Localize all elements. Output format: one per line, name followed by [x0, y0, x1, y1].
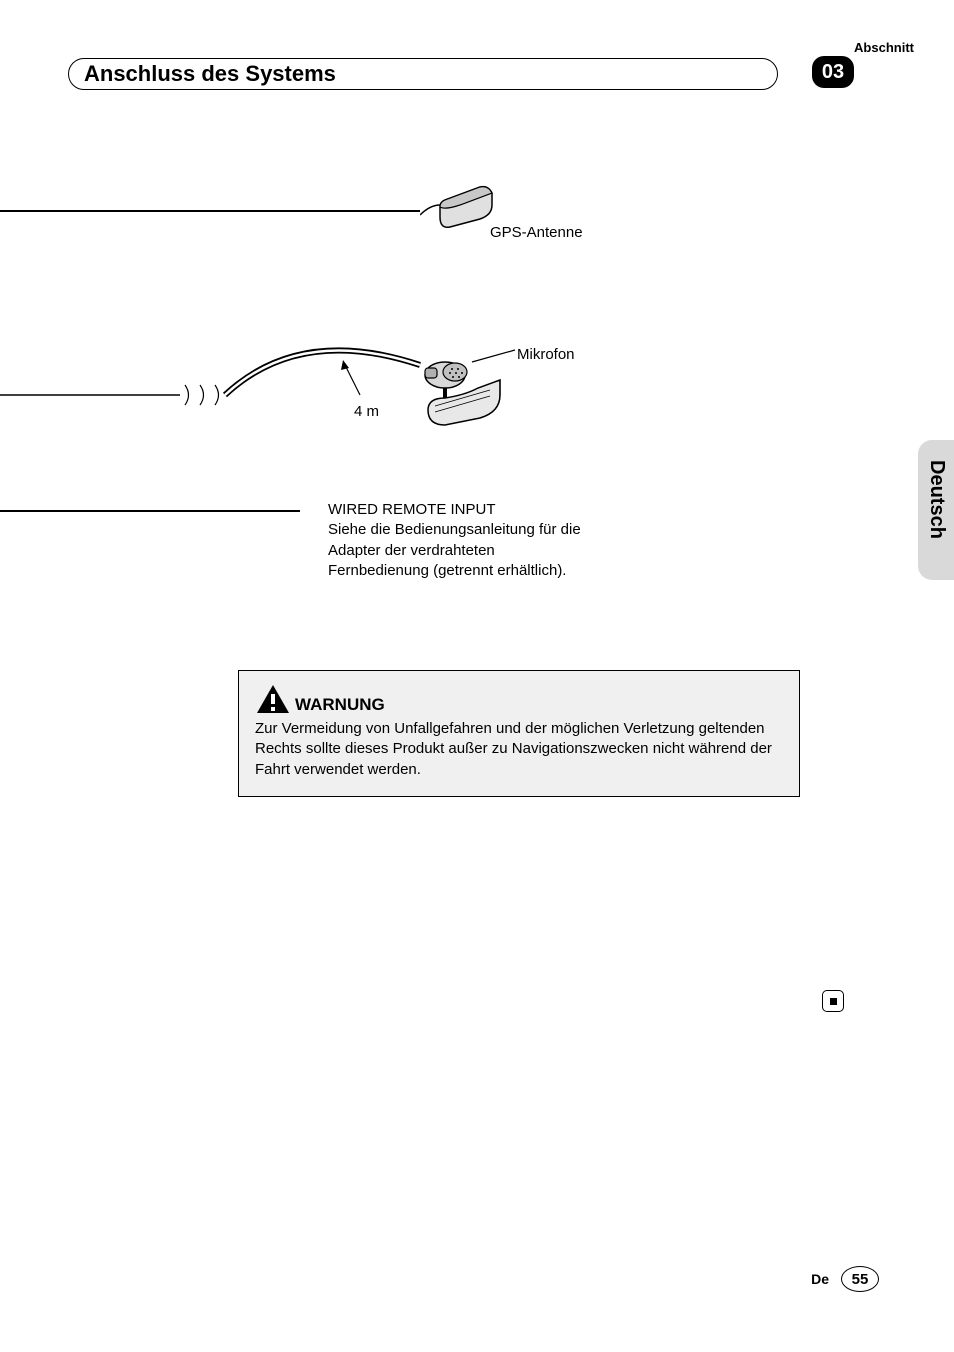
warning-icon — [255, 683, 291, 715]
remote-desc-line3: Fernbedienung (getrennt erhältlich). — [328, 561, 581, 581]
microphone-icon — [0, 340, 540, 440]
warning-title-row: WARNUNG — [255, 683, 783, 715]
gps-antenna-icon — [420, 175, 500, 235]
section-number-badge: 03 — [812, 56, 854, 88]
mic-cable-length: 4 m — [354, 403, 379, 420]
section-label: Abschnitt — [854, 40, 914, 55]
title-bar: Anschluss des Systems — [68, 58, 778, 90]
remote-title: WIRED REMOTE INPUT — [328, 500, 581, 520]
warning-title: WARNUNG — [295, 695, 385, 715]
language-tab: Deutsch — [925, 460, 948, 539]
footer: De 55 — [811, 1266, 879, 1292]
footer-language: De — [811, 1271, 829, 1287]
remote-desc-line2: Adapter der verdrahteten — [328, 541, 581, 561]
remote-text-block: WIRED REMOTE INPUT Siehe die Bedienungsa… — [328, 500, 581, 581]
warning-body: Zur Vermeidung von Unfallgefahren und de… — [255, 719, 783, 780]
stop-icon — [822, 990, 844, 1012]
mic-label: Mikrofon — [517, 346, 575, 363]
gps-wire — [0, 210, 420, 212]
connection-diagram: GPS-Antenne Mikrofon 4 m WIRED REMOTE IN… — [0, 170, 860, 650]
warning-box: WARNUNG Zur Vermeidung von Unfallgefahre… — [238, 670, 800, 797]
page-number: 55 — [841, 1266, 879, 1292]
remote-wire — [0, 510, 300, 512]
gps-label: GPS-Antenne — [490, 224, 583, 241]
page-title: Anschluss des Systems — [84, 61, 336, 87]
remote-desc-line1: Siehe die Bedienungsanleitung für die — [328, 520, 581, 540]
